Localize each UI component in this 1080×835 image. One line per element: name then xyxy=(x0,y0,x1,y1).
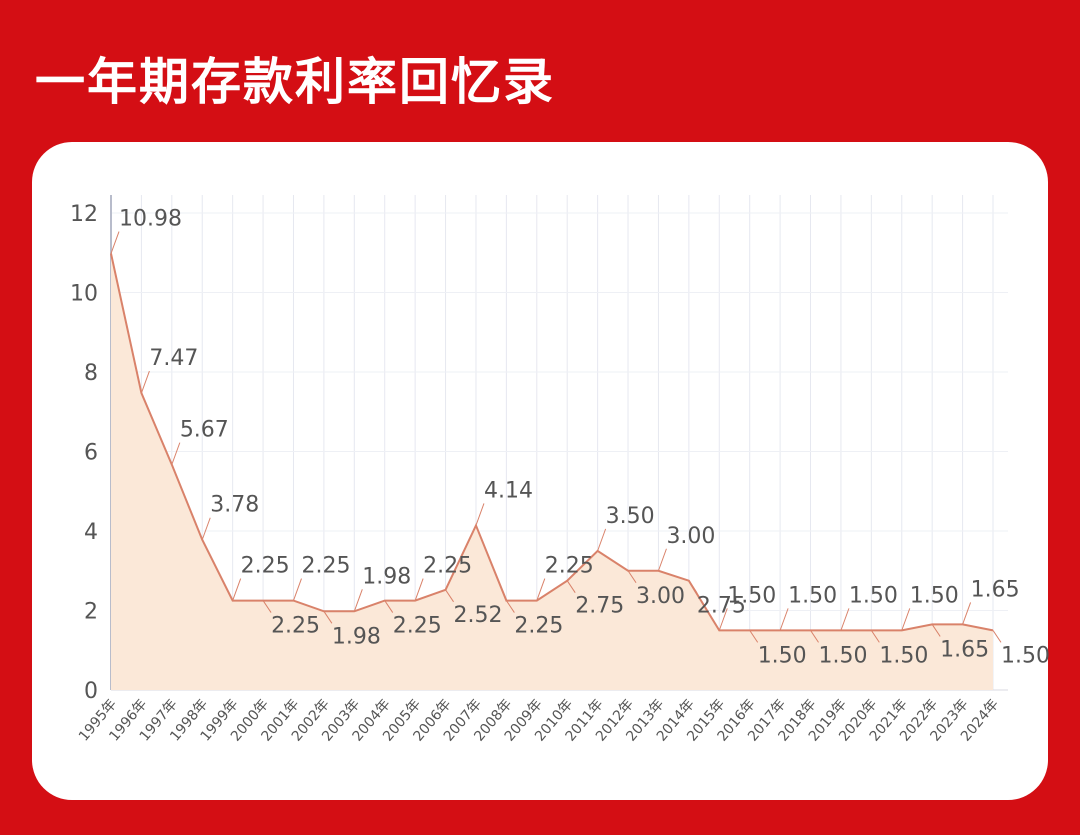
leader-line xyxy=(323,611,333,624)
value-label: 3.00 xyxy=(666,524,715,549)
value-label: 2.25 xyxy=(241,554,290,579)
value-label: 1.50 xyxy=(1001,643,1050,668)
leader-line xyxy=(505,600,515,613)
value-label: 2.75 xyxy=(697,594,746,619)
leader-line xyxy=(901,608,911,631)
value-label: 10.98 xyxy=(119,207,182,232)
page-title: 一年期存款利率回忆录 xyxy=(35,53,555,111)
value-label: 2.25 xyxy=(545,554,594,579)
leader-line xyxy=(445,589,454,603)
leader-line xyxy=(353,589,363,612)
value-label: 2.25 xyxy=(393,614,442,639)
value-label: 7.47 xyxy=(149,346,198,371)
leader-line xyxy=(293,578,302,601)
y-tick-label: 4 xyxy=(84,520,98,545)
leader-line xyxy=(566,580,576,593)
value-label: 1.50 xyxy=(788,583,837,608)
value-label: 1.50 xyxy=(727,583,776,608)
leader-line xyxy=(688,580,698,593)
leader-line xyxy=(201,517,211,540)
leader-line xyxy=(810,630,819,643)
value-label: 2.25 xyxy=(514,614,563,639)
y-tick-label: 10 xyxy=(70,282,98,307)
value-label: 1.65 xyxy=(971,577,1020,602)
line xyxy=(110,253,994,632)
leader-line xyxy=(749,630,759,643)
value-label: 1.50 xyxy=(758,643,807,668)
leader-line xyxy=(414,578,424,601)
value-label: 3.78 xyxy=(210,493,259,518)
value-label: 2.25 xyxy=(301,554,350,579)
value-label: 5.67 xyxy=(180,418,229,443)
leader-line xyxy=(840,608,850,631)
leader-line xyxy=(171,442,181,465)
value-label: 2.75 xyxy=(575,594,624,619)
leader-line xyxy=(657,548,667,571)
leader-line xyxy=(779,608,789,631)
leader-line xyxy=(931,624,941,637)
y-tick-label: 6 xyxy=(84,441,98,466)
leader-line xyxy=(110,231,120,254)
value-label: 1.50 xyxy=(879,643,928,668)
leader-line xyxy=(627,570,637,584)
area xyxy=(111,253,993,691)
value-label: 1.98 xyxy=(362,564,411,589)
value-label: 4.14 xyxy=(484,478,533,503)
value-label: 1.50 xyxy=(849,583,898,608)
value-label: 3.50 xyxy=(606,504,655,529)
leader-line xyxy=(232,578,242,601)
y-tick-label: 2 xyxy=(84,600,98,625)
leader-line xyxy=(475,503,485,526)
leader-line xyxy=(536,578,546,601)
value-label: 1.50 xyxy=(819,643,868,668)
leader-line xyxy=(718,608,728,631)
leader-line xyxy=(870,630,880,643)
leader-line xyxy=(262,600,272,613)
y-tick-label: 12 xyxy=(70,202,98,227)
value-label: 1.65 xyxy=(940,637,989,662)
value-label: 1.50 xyxy=(910,583,959,608)
value-label: 2.25 xyxy=(423,554,472,579)
leader-line xyxy=(962,602,972,625)
y-tick-label: 8 xyxy=(84,361,98,386)
leader-line xyxy=(384,600,394,613)
y-tick-label: 0 xyxy=(84,679,98,704)
value-label: 1.98 xyxy=(332,624,381,649)
leader-line xyxy=(992,630,1002,643)
value-label: 2.25 xyxy=(271,614,320,639)
leader-line xyxy=(140,370,150,394)
value-label: 3.00 xyxy=(636,584,685,609)
leader-line xyxy=(597,528,607,552)
value-label: 2.52 xyxy=(454,603,503,628)
